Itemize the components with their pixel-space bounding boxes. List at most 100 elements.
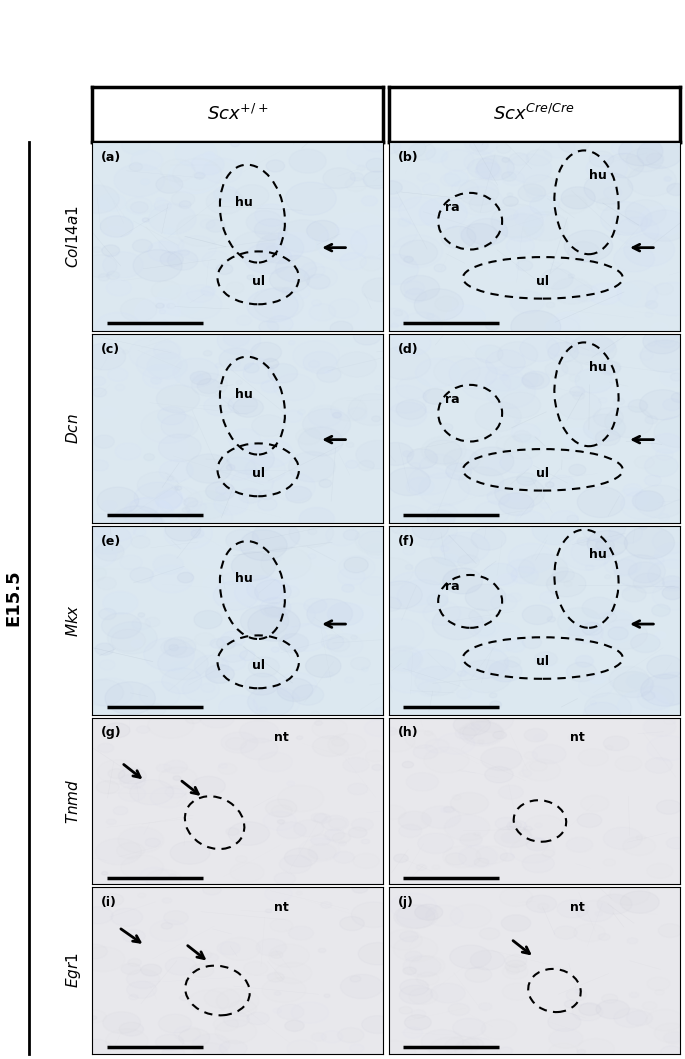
Circle shape [229, 429, 260, 449]
Circle shape [308, 844, 336, 860]
Circle shape [653, 530, 685, 554]
Circle shape [601, 620, 647, 649]
Circle shape [254, 219, 288, 240]
Circle shape [272, 473, 315, 501]
Text: (i): (i) [101, 896, 117, 909]
Circle shape [512, 424, 540, 443]
Circle shape [340, 917, 364, 931]
Circle shape [571, 538, 614, 567]
Circle shape [603, 613, 616, 622]
Circle shape [186, 454, 232, 483]
Circle shape [206, 665, 234, 683]
Text: nt: nt [274, 731, 289, 744]
Circle shape [566, 662, 597, 682]
Circle shape [255, 579, 291, 604]
Circle shape [464, 133, 497, 155]
Circle shape [257, 233, 304, 264]
Circle shape [248, 607, 300, 641]
Circle shape [186, 715, 201, 723]
Circle shape [518, 184, 546, 202]
Circle shape [99, 407, 119, 419]
Circle shape [182, 677, 219, 701]
Circle shape [164, 636, 196, 658]
Circle shape [307, 274, 330, 289]
Text: (a): (a) [101, 151, 121, 164]
Circle shape [486, 366, 523, 391]
Circle shape [156, 176, 183, 194]
Text: (g): (g) [101, 726, 122, 739]
Circle shape [391, 323, 398, 328]
Circle shape [575, 369, 613, 393]
Circle shape [358, 461, 374, 470]
Circle shape [311, 1033, 326, 1041]
Circle shape [654, 329, 675, 343]
Circle shape [471, 950, 505, 970]
Circle shape [175, 140, 216, 166]
Circle shape [569, 621, 603, 644]
Circle shape [486, 322, 499, 330]
Circle shape [377, 731, 415, 752]
Circle shape [218, 643, 247, 662]
Circle shape [228, 395, 258, 414]
Circle shape [112, 506, 162, 539]
Circle shape [656, 800, 682, 814]
Circle shape [179, 1028, 210, 1046]
Circle shape [647, 656, 684, 679]
Circle shape [103, 591, 138, 614]
Circle shape [485, 767, 513, 783]
Circle shape [206, 190, 245, 214]
Circle shape [327, 636, 349, 651]
Circle shape [267, 972, 284, 982]
Circle shape [289, 519, 334, 548]
Circle shape [453, 714, 490, 735]
Circle shape [336, 213, 385, 245]
Circle shape [351, 658, 371, 670]
Circle shape [567, 515, 578, 522]
Circle shape [217, 941, 240, 955]
Circle shape [645, 455, 678, 477]
Circle shape [401, 312, 442, 339]
Circle shape [275, 232, 315, 258]
Circle shape [190, 372, 211, 384]
Circle shape [190, 373, 202, 380]
Circle shape [633, 573, 664, 593]
Circle shape [164, 911, 188, 925]
Text: (f): (f) [397, 535, 414, 549]
Circle shape [121, 137, 149, 155]
Circle shape [650, 550, 685, 573]
Circle shape [132, 150, 162, 170]
Circle shape [439, 554, 459, 567]
Circle shape [284, 411, 303, 423]
Circle shape [502, 158, 510, 162]
Circle shape [299, 839, 340, 861]
Circle shape [441, 532, 490, 563]
Circle shape [558, 391, 601, 419]
Circle shape [108, 369, 128, 381]
Text: ul: ul [536, 656, 549, 668]
Circle shape [404, 256, 413, 263]
Circle shape [603, 827, 643, 849]
Circle shape [415, 666, 460, 696]
Circle shape [314, 813, 331, 824]
Circle shape [285, 1020, 304, 1031]
Circle shape [114, 164, 164, 197]
Circle shape [261, 380, 280, 393]
Circle shape [440, 546, 449, 552]
Circle shape [589, 674, 606, 684]
Circle shape [511, 567, 538, 584]
Circle shape [508, 154, 552, 183]
Circle shape [423, 389, 447, 405]
Circle shape [231, 141, 240, 147]
Circle shape [394, 854, 408, 862]
Circle shape [590, 339, 614, 355]
Circle shape [640, 330, 655, 340]
Circle shape [397, 579, 448, 612]
Circle shape [516, 511, 544, 530]
Circle shape [662, 576, 682, 589]
Circle shape [226, 465, 235, 470]
Circle shape [329, 819, 347, 828]
Circle shape [479, 1003, 492, 1010]
Circle shape [612, 141, 632, 155]
Circle shape [432, 607, 483, 640]
Circle shape [406, 515, 457, 548]
